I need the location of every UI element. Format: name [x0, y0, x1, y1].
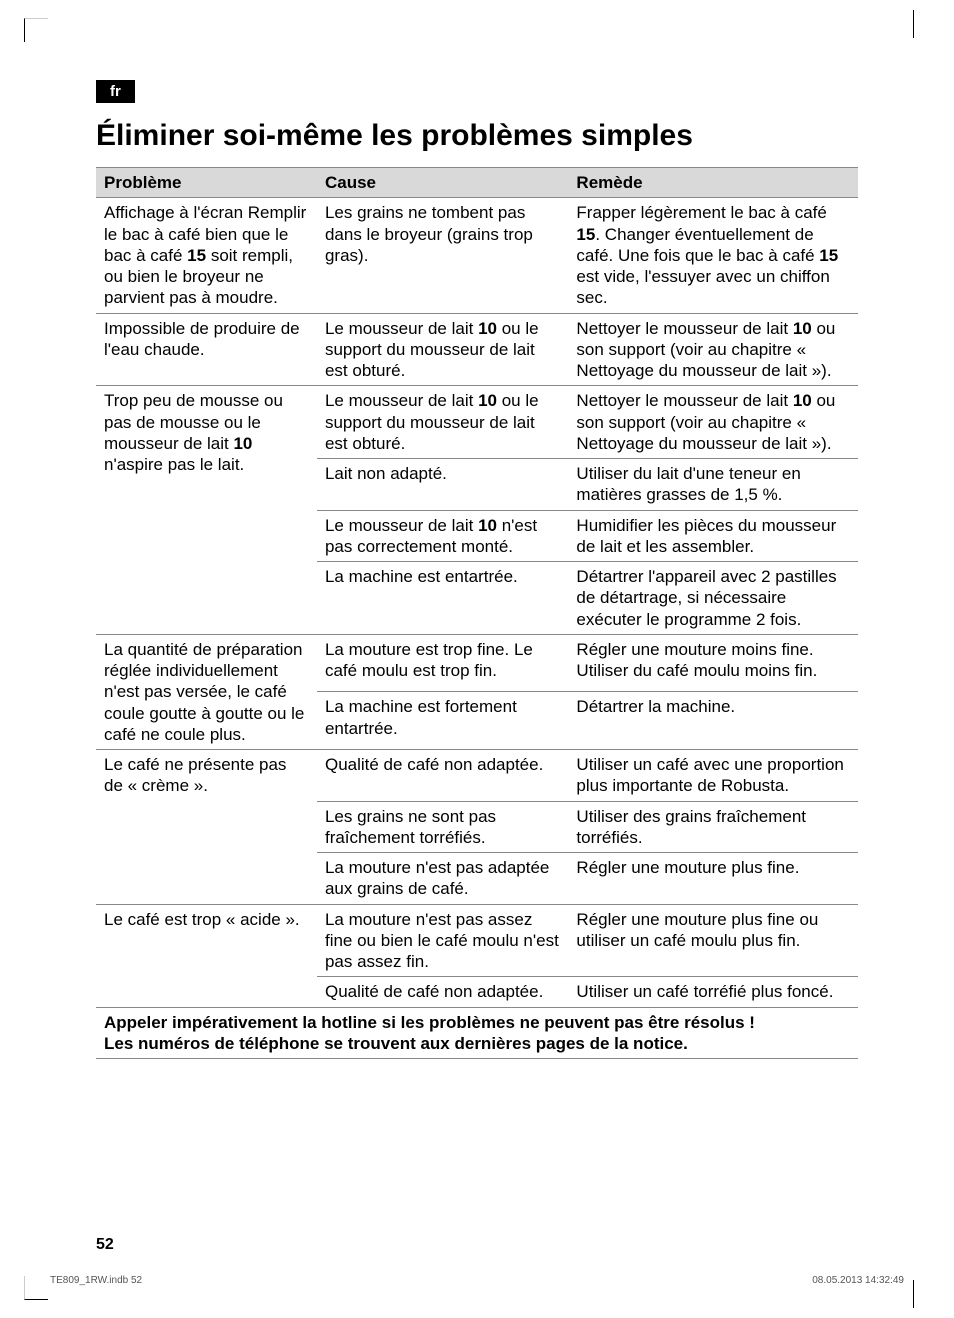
header-remedy: Remède	[568, 168, 858, 198]
table-row: Impossible de produire de l'eau chaude. …	[96, 313, 858, 386]
cell-remedy: Détartrer la machine.	[568, 692, 858, 750]
footer-note-line2: Les numéros de téléphone se trouvent aux…	[104, 1034, 688, 1053]
table-row: Affichage à l'écran Remplir le bac à caf…	[96, 198, 858, 313]
cell-cause: Le mousseur de lait 10 n'est pas correct…	[317, 510, 568, 562]
cell-cause: Qualité de café non adaptée.	[317, 977, 568, 1007]
cell-cause: La mouture n'est pas assez fine ou bien …	[317, 904, 568, 977]
cell-problem: Le café ne présente pas de « crème ».	[96, 750, 317, 905]
troubleshooting-table: Problème Cause Remède Affichage à l'écra…	[96, 167, 858, 1059]
header-problem: Problème	[96, 168, 317, 198]
cell-remedy: Nettoyer le mousseur de lait 10 ou son s…	[568, 313, 858, 386]
cell-remedy: Humidifier les pièces du mous­seur de la…	[568, 510, 858, 562]
cell-remedy: Régler une mouture moins fine. Utiliser …	[568, 634, 858, 692]
print-metadata: TE809_1RW.indb 52 08.05.2013 14:32:49	[50, 1275, 904, 1286]
crop-mark-br	[913, 1280, 914, 1308]
language-badge: fr	[96, 80, 135, 103]
cell-cause: La mouture est trop fine. Le café moulu …	[317, 634, 568, 692]
crop-mark-tr	[913, 10, 914, 38]
document-page: fr Éliminer soi-même les problèmes simpl…	[0, 0, 954, 1119]
cell-problem: Trop peu de mousse ou pas de mousse ou l…	[96, 386, 317, 635]
cell-remedy: Frapper légèrement le bac à café 15. Cha…	[568, 198, 858, 313]
cell-remedy: Détartrer l'appareil avec 2 pas­tilles d…	[568, 562, 858, 635]
table-row: Le café est trop « acide ». La mouture n…	[96, 904, 858, 977]
table-body: Affichage à l'écran Remplir le bac à caf…	[96, 198, 858, 1059]
cell-cause: La machine est fortement entartrée.	[317, 692, 568, 750]
cell-problem: Le café est trop « acide ».	[96, 904, 317, 1007]
footer-note-line1: Appeler impérativement la hotline si les…	[104, 1013, 755, 1032]
cell-problem: Affichage à l'écran Remplir le bac à caf…	[96, 198, 317, 313]
cell-remedy: Régler une mouture plus fine.	[568, 853, 858, 905]
cell-remedy: Régler une mouture plus fine ou utiliser…	[568, 904, 858, 977]
table-row: Le café ne présente pas de « crème ». Qu…	[96, 750, 858, 802]
cell-problem: Impossible de produire de l'eau chaude.	[96, 313, 317, 386]
cell-cause: Le mousseur de lait 10 ou le support du …	[317, 313, 568, 386]
header-cause: Cause	[317, 168, 568, 198]
cell-cause: Lait non adapté.	[317, 459, 568, 511]
cell-cause: La machine est entartrée.	[317, 562, 568, 635]
cell-cause: Le mousseur de lait 10 ou le support du …	[317, 386, 568, 459]
table-row: La quantité de prépara­tion réglée indiv…	[96, 634, 858, 692]
table-row: Trop peu de mousse ou pas de mousse ou l…	[96, 386, 858, 459]
cell-remedy: Utiliser du lait d'une teneur en matière…	[568, 459, 858, 511]
cell-cause: La mouture n'est pas adaptée aux grains …	[317, 853, 568, 905]
crop-mark-bl	[24, 1276, 48, 1300]
page-title: Éliminer soi-même les problèmes simples	[96, 119, 858, 153]
table-footer-note: Appeler impérativement la hotline si les…	[96, 1007, 858, 1059]
cell-cause: Qualité de café non adaptée.	[317, 750, 568, 802]
cell-remedy: Nettoyer le mousseur de lait 10 ou son s…	[568, 386, 858, 459]
crop-mark-tl	[24, 18, 48, 42]
print-file: TE809_1RW.indb 52	[50, 1275, 142, 1286]
cell-remedy: Utiliser un café avec une proportion plu…	[568, 750, 858, 802]
print-date: 08.05.2013 14:32:49	[812, 1275, 904, 1286]
table-header-row: Problème Cause Remède	[96, 168, 858, 198]
page-number: 52	[96, 1236, 114, 1254]
cell-cause: Les grains ne sont pas fraîchement torré…	[317, 801, 568, 853]
cell-problem: La quantité de prépara­tion réglée indiv…	[96, 634, 317, 749]
cell-remedy: Utiliser un café torréfié plus foncé.	[568, 977, 858, 1007]
cell-cause: Les grains ne tombent pas dans le broyeu…	[317, 198, 568, 313]
footer-note-cell: Appeler impérativement la hotline si les…	[96, 1007, 858, 1059]
cell-remedy: Utiliser des grains fraîchement torréfié…	[568, 801, 858, 853]
